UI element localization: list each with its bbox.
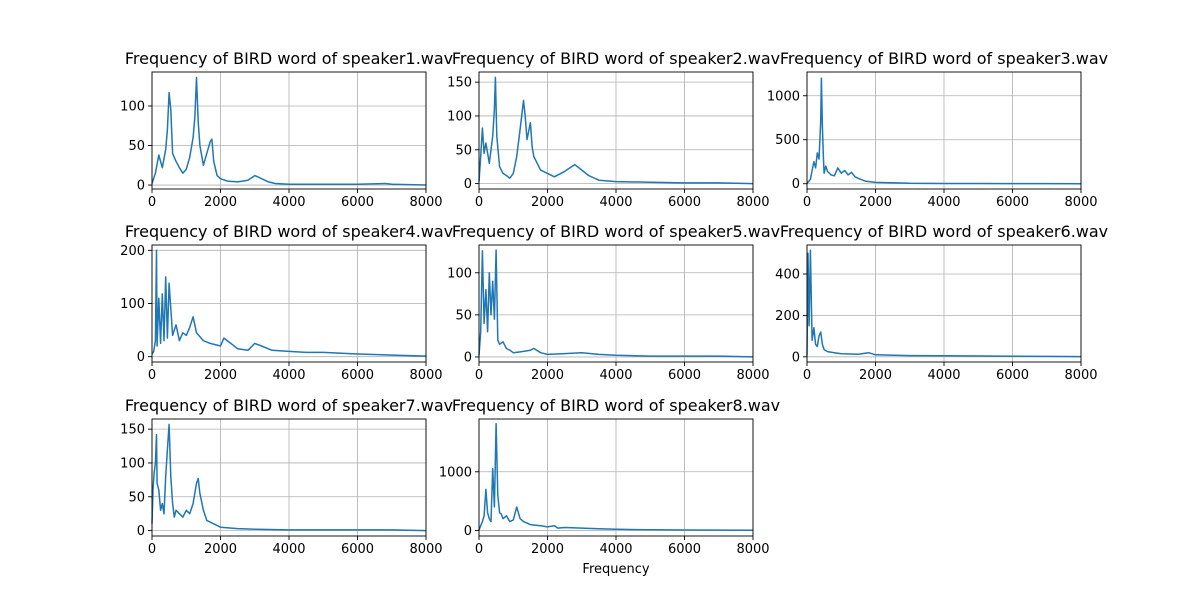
x-tick-label: 8000 [409,195,442,210]
subplot-speaker3: Frequency of BIRD word of speaker3.wav 0 2… [767,49,1108,210]
x-tick-label: 8000 [409,368,442,383]
y-tick-label: 400 [775,267,800,282]
x-tick-label: 0 [148,542,156,557]
y-tick-label: 0 [792,177,800,192]
x-tick-label: 4000 [599,542,632,557]
subplot-speaker7: Frequency of BIRD word of speaker7.wav 0 2… [120,396,453,557]
x-tick-label: 6000 [668,542,701,557]
x-tick-label: 8000 [1064,195,1097,210]
x-tick-label: 0 [475,368,483,383]
subplot-speaker6: Frequency of BIRD word of speaker6.wav 0 2… [775,222,1108,383]
y-tick-label: 0 [137,524,145,539]
subplot-speaker8: Frequency of BIRD word of speaker8.wav 0 2… [439,396,780,577]
subplot-title: Frequency of BIRD word of speaker7.wav [125,396,453,415]
x-tick-label: 2000 [531,368,564,383]
y-tick-label: 100 [120,456,145,471]
x-tick-label: 0 [475,542,483,557]
x-tick-label: 0 [475,195,483,210]
y-tick-label: 0 [464,177,472,192]
x-tick-label: 6000 [341,195,374,210]
subplot-title: Frequency of BIRD word of speaker8.wav [452,396,780,415]
subplot-title: Frequency of BIRD word of speaker1.wav [125,49,453,68]
y-tick-label: 200 [120,244,145,259]
subplot-speaker1: Frequency of BIRD word of speaker1.wav 0 2… [120,49,453,210]
y-tick-label: 50 [455,143,472,158]
x-tick-label: 0 [148,195,156,210]
x-tick-label: 6000 [996,368,1029,383]
y-tick-label: 1000 [439,465,472,480]
y-tick-label: 150 [447,76,472,91]
subplot-speaker5: Frequency of BIRD word of speaker5.wav 0 2… [447,222,780,383]
x-tick-label: 4000 [272,195,305,210]
x-tick-label: 4000 [599,368,632,383]
x-tick-label: 6000 [668,195,701,210]
x-tick-label: 2000 [531,542,564,557]
x-tick-label: 2000 [859,368,892,383]
series-line [478,249,754,358]
subplot-speaker2: Frequency of BIRD word of speaker2.wav 0 2… [447,49,780,210]
x-tick-label: 4000 [272,368,305,383]
x-tick-label: 0 [803,195,811,210]
y-tick-label: 100 [447,109,472,124]
series-line [806,249,1082,358]
y-tick-label: 1000 [767,89,800,104]
y-tick-label: 50 [128,490,145,505]
subplot-title: Frequency of BIRD word of speaker3.wav [780,49,1108,68]
y-tick-label: 0 [464,350,472,365]
x-tick-label: 0 [148,368,156,383]
x-tick-label: 4000 [927,368,960,383]
y-tick-label: 0 [137,350,145,365]
series-line [151,76,427,186]
series-line [806,77,1082,185]
y-tick-label: 50 [128,139,145,154]
x-tick-label: 2000 [204,195,237,210]
x-tick-label: 8000 [736,195,769,210]
subplot-title: Frequency of BIRD word of speaker2.wav [452,49,780,68]
y-tick-label: 150 [120,423,145,438]
series-line [478,422,754,532]
x-tick-label: 8000 [409,542,442,557]
subplot-title: Frequency of BIRD word of speaker6.wav [780,222,1108,241]
subplot-speaker4: Frequency of BIRD word of speaker4.wav 0 2… [120,222,453,383]
x-tick-label: 4000 [272,542,305,557]
x-tick-label: 4000 [927,195,960,210]
x-tick-label: 8000 [1064,368,1097,383]
y-tick-label: 50 [455,308,472,323]
x-tick-label: 6000 [341,542,374,557]
series-line [151,249,427,357]
y-tick-label: 0 [137,179,145,194]
series-line [478,76,754,185]
x-tick-label: 6000 [996,195,1029,210]
y-tick-label: 200 [775,309,800,324]
x-tick-label: 2000 [531,195,564,210]
x-tick-label: 6000 [341,368,374,383]
y-tick-label: 0 [464,524,472,539]
x-tick-label: 6000 [668,368,701,383]
y-tick-label: 100 [447,266,472,281]
x-tick-label: 2000 [204,542,237,557]
x-tick-label: 2000 [204,368,237,383]
subplot-title: Frequency of BIRD word of speaker5.wav [452,222,780,241]
x-tick-label: 4000 [599,195,632,210]
x-tick-label: 8000 [736,542,769,557]
y-tick-label: 0 [792,350,800,365]
x-tick-label: 8000 [736,368,769,383]
y-tick-label: 100 [120,297,145,312]
x-axis-label: Frequency [582,562,649,577]
x-tick-label: 2000 [859,195,892,210]
subplot-title: Frequency of BIRD word of speaker4.wav [125,222,453,241]
series-line [151,423,427,532]
y-tick-label: 500 [775,133,800,148]
x-tick-label: 0 [803,368,811,383]
y-tick-label: 100 [120,99,145,114]
